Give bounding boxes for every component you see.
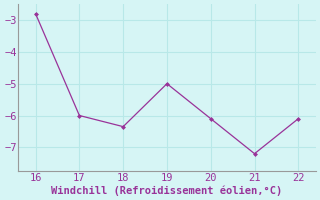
X-axis label: Windchill (Refroidissement éolien,°C): Windchill (Refroidissement éolien,°C) (51, 185, 283, 196)
